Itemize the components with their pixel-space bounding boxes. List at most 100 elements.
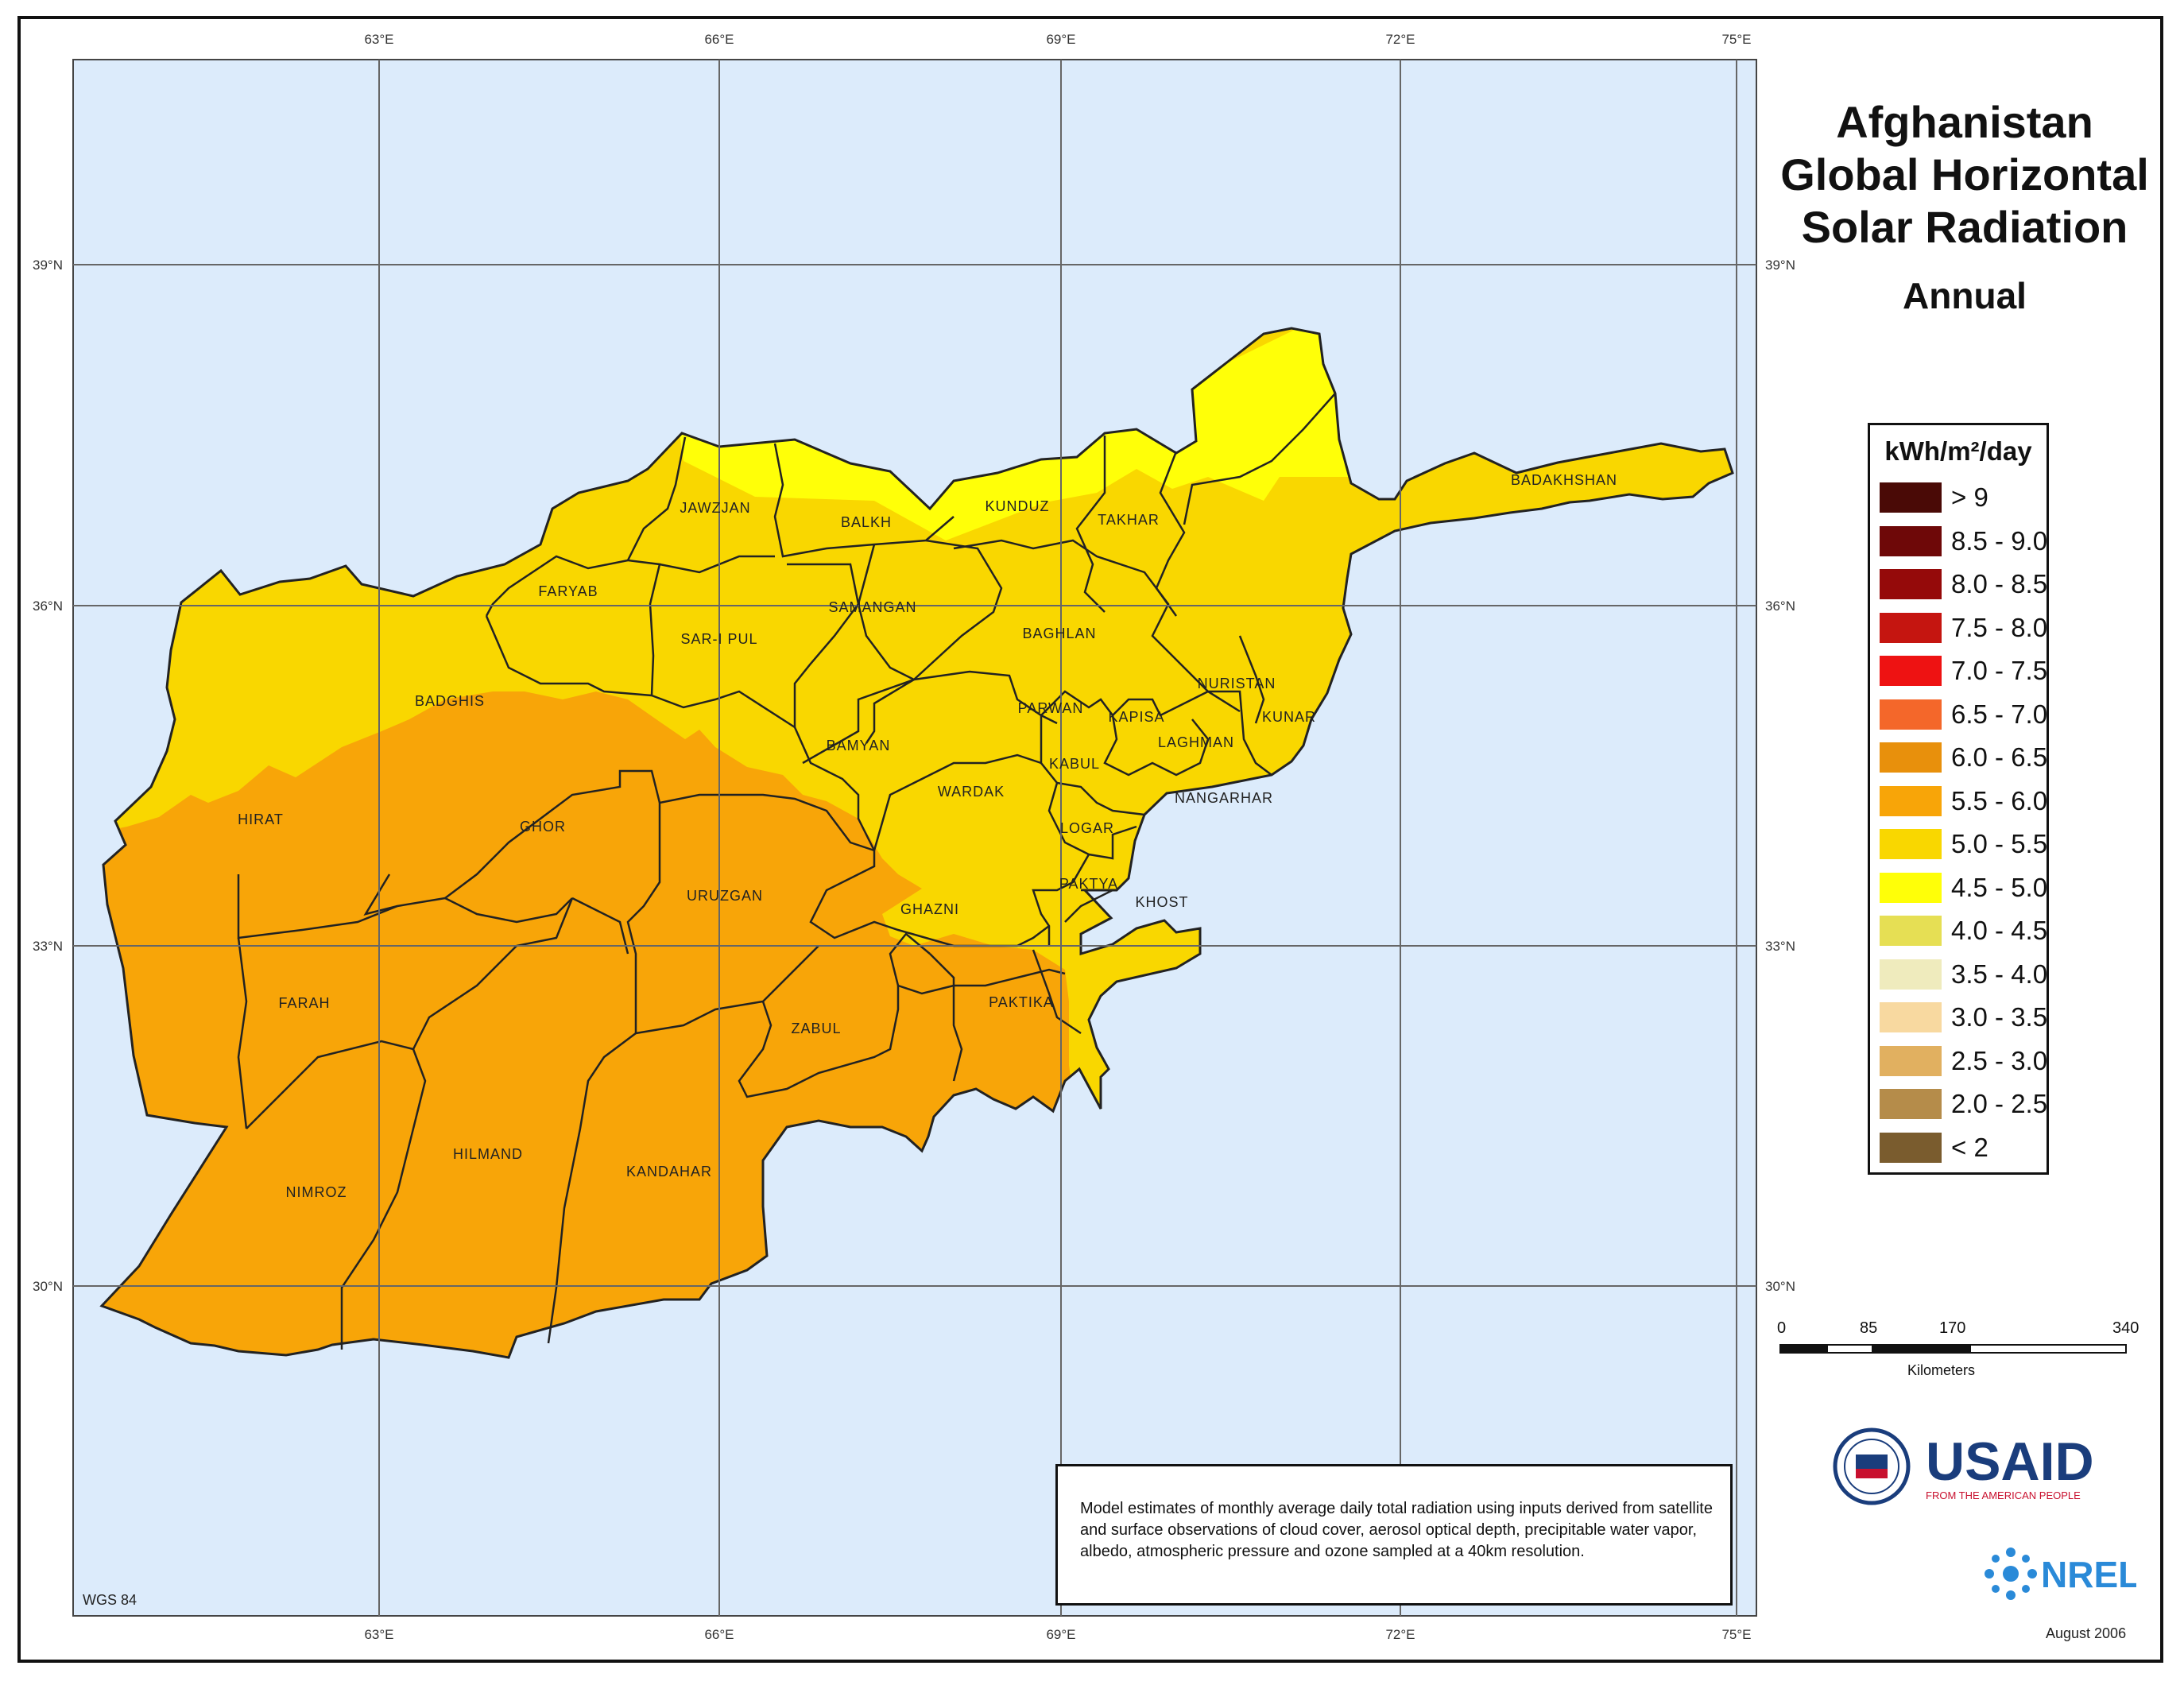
province-label-paktika: PAKTIKA bbox=[989, 994, 1054, 1010]
nrel-logo: NREL bbox=[1977, 1538, 2140, 1609]
legend-label: 4.5 - 5.0 bbox=[1951, 872, 2048, 902]
legend-swatch bbox=[1880, 1089, 1942, 1119]
latitude-label: 30°N bbox=[33, 1279, 63, 1294]
latitude-label: 39°N bbox=[1765, 258, 1795, 273]
province-label-kunduz: KUNDUZ bbox=[986, 498, 1050, 514]
longitude-label: 75°E bbox=[1721, 32, 1751, 47]
nrel-sun-icon: NREL bbox=[1985, 1547, 2140, 1600]
province-label-sar-i-pul: SAR-I PUL bbox=[680, 631, 757, 647]
latitude-label: 30°N bbox=[1765, 1279, 1795, 1294]
province-label-nangarhar: NANGARHAR bbox=[1175, 790, 1273, 806]
province-label-khost: KHOST bbox=[1135, 894, 1188, 910]
province-label-badghis: BADGHIS bbox=[415, 693, 485, 709]
province-label-hirat: HIRAT bbox=[238, 812, 284, 827]
nrel-wordmark: NREL bbox=[2041, 1554, 2136, 1595]
province-label-uruzgan: URUZGAN bbox=[687, 888, 763, 904]
longitude-label: 69°E bbox=[1046, 32, 1075, 47]
province-label-baghlan: BAGHLAN bbox=[1022, 626, 1096, 641]
province-label-balkh: BALKH bbox=[841, 514, 892, 530]
legend-label: 7.5 - 8.0 bbox=[1951, 612, 2048, 642]
map-subtitle: Annual bbox=[1903, 275, 2027, 316]
longitude-label: 63°E bbox=[364, 1627, 393, 1642]
province-label-parwan: PARWAN bbox=[1018, 700, 1084, 716]
longitude-label: 72°E bbox=[1385, 32, 1415, 47]
scale-tick-2: 170 bbox=[1939, 1319, 1966, 1337]
longitude-label: 72°E bbox=[1385, 1627, 1415, 1642]
legend-swatch bbox=[1880, 699, 1942, 730]
latitude-label: 33°N bbox=[1765, 939, 1795, 954]
usaid-logo: USAID FROM THE AMERICAN PEOPLE bbox=[1832, 1423, 2102, 1510]
province-label-takhar: TAKHAR bbox=[1098, 512, 1160, 528]
usaid-wordmark: USAID bbox=[1926, 1431, 2094, 1492]
usaid-tagline: FROM THE AMERICAN PEOPLE bbox=[1926, 1489, 2081, 1501]
legend-swatch bbox=[1880, 742, 1942, 773]
legend-swatch bbox=[1880, 872, 1942, 903]
province-label-bamyan: BAMYAN bbox=[827, 738, 891, 753]
province-label-nimroz: NIMROZ bbox=[286, 1184, 347, 1200]
legend-label: 7.0 - 7.5 bbox=[1951, 656, 2048, 685]
longitude-label: 63°E bbox=[364, 32, 393, 47]
latitude-label: 39°N bbox=[33, 258, 63, 273]
province-label-badakhshan: BADAKHSHAN bbox=[1511, 472, 1617, 488]
province-label-logar: LOGAR bbox=[1060, 820, 1114, 836]
province-label-kabul: KABUL bbox=[1049, 756, 1100, 772]
map-title-line-2: Global Horizontal bbox=[1780, 149, 2149, 199]
province-label-paktya: PAKTYA bbox=[1059, 876, 1118, 892]
map-title-line-3: Solar Radiation bbox=[1801, 202, 2128, 252]
province-label-farah: FARAH bbox=[278, 995, 330, 1011]
scale-unit: Kilometers bbox=[1907, 1362, 1976, 1378]
legend-label: 2.5 - 3.0 bbox=[1951, 1045, 2048, 1075]
legend-swatch bbox=[1880, 785, 1942, 816]
legend-swatch bbox=[1880, 525, 1942, 556]
legend-label: < 2 bbox=[1951, 1132, 1988, 1162]
province-label-wardak: WARDAK bbox=[938, 784, 1005, 800]
province-label-hilmand: HILMAND bbox=[453, 1146, 523, 1162]
legend-label: 5.0 - 5.5 bbox=[1951, 829, 2048, 858]
latitude-label: 36°N bbox=[1765, 598, 1795, 614]
latitude-label: 36°N bbox=[33, 598, 63, 614]
province-label-laghman: LAGHMAN bbox=[1158, 734, 1234, 750]
legend-label: 3.5 - 4.0 bbox=[1951, 959, 2048, 989]
scale-tick-0: 0 bbox=[1777, 1319, 1787, 1337]
date-label: August 2006 bbox=[2046, 1625, 2127, 1641]
map-title-line-1: Afghanistan bbox=[1836, 97, 2093, 147]
province-label-faryab: FARYAB bbox=[538, 583, 598, 599]
longitude-label: 75°E bbox=[1721, 1627, 1751, 1642]
legend-label: 2.0 - 2.5 bbox=[1951, 1089, 2048, 1118]
province-label-samangan: SAMANGAN bbox=[828, 599, 916, 615]
province-label-kapisa: KAPISA bbox=[1108, 709, 1164, 725]
longitude-label: 69°E bbox=[1046, 1627, 1075, 1642]
legend-swatch bbox=[1880, 959, 1942, 990]
legend-swatch bbox=[1880, 916, 1942, 946]
latitude-label: 33°N bbox=[33, 939, 63, 954]
scale-tick-3: 340 bbox=[2112, 1319, 2139, 1337]
legend-label: 8.0 - 8.5 bbox=[1951, 569, 2048, 598]
usaid-seal-icon: USAID FROM THE AMERICAN PEOPLE bbox=[1833, 1427, 2094, 1505]
legend-swatch bbox=[1880, 1002, 1942, 1032]
methodology-note: Model estimates of monthly average daily… bbox=[1055, 1464, 1733, 1606]
legend-label: 6.5 - 7.0 bbox=[1951, 699, 2048, 729]
legend-swatch bbox=[1880, 612, 1942, 643]
longitude-label: 66°E bbox=[704, 1627, 734, 1642]
legend-swatch bbox=[1880, 1045, 1942, 1076]
legend-label: 3.0 - 3.5 bbox=[1951, 1002, 2048, 1032]
scale-tick-1: 85 bbox=[1860, 1319, 1878, 1337]
longitude-label: 66°E bbox=[704, 32, 734, 47]
legend-label: 4.0 - 4.5 bbox=[1951, 916, 2048, 945]
province-label-kandahar: KANDAHAR bbox=[626, 1164, 712, 1180]
legend-swatch bbox=[1880, 482, 1942, 513]
legend: kWh/m²/day > 9 8.5 - 9.0 8.0 - 8.5 7.5 - 8.… bbox=[1868, 423, 2049, 1175]
legend-label: 8.5 - 9.0 bbox=[1951, 525, 2048, 556]
legend-label: 6.0 - 6.5 bbox=[1951, 742, 2048, 772]
province-label-jawzjan: JAWZJAN bbox=[680, 500, 750, 516]
province-label-zabul: ZABUL bbox=[791, 1021, 841, 1036]
province-label-ghazni: GHAZNI bbox=[900, 901, 959, 917]
legend-label: > 9 bbox=[1951, 482, 1988, 512]
legend-label: 5.5 - 6.0 bbox=[1951, 785, 2048, 815]
legend-swatch bbox=[1880, 829, 1942, 859]
datum-label: WGS 84 bbox=[83, 1592, 137, 1608]
legend-swatch bbox=[1880, 656, 1942, 686]
scale-bar bbox=[1779, 1344, 2127, 1354]
legend-swatch bbox=[1880, 1132, 1942, 1163]
